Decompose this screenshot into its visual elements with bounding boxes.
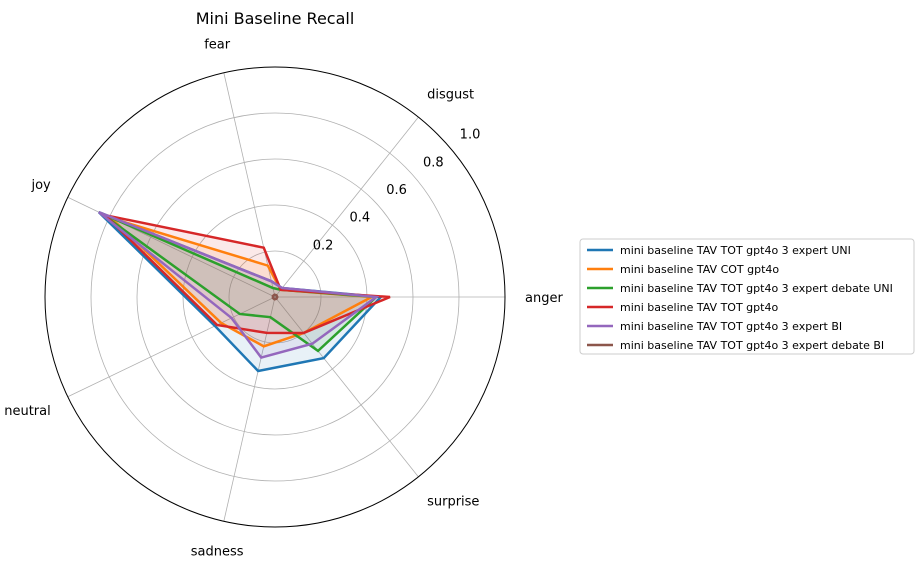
legend: mini baseline TAV TOT gpt4o 3 expert UNI… [579, 238, 915, 355]
series-fill [100, 213, 377, 351]
angular-gridline [223, 72, 276, 298]
radial-tick-labels: 0.2 0.4 0.6 0.8 1.0 [313, 128, 481, 254]
radial-tick-label: 0.8 [423, 155, 444, 170]
category-label-anger: anger [525, 291, 563, 306]
radial-tick-label: 1.0 [460, 128, 481, 143]
series-fills [98, 212, 390, 371]
polar-frame [44, 66, 506, 528]
category-labels: anger disgust fear joy neutral sadness surpris… [4, 38, 563, 560]
category-label-neutral: neutral [4, 404, 51, 419]
polar-grid [67, 72, 505, 522]
series-line [101, 213, 391, 335]
legend-label: mini baseline TAV TOT gpt4o 3 expert deb… [620, 282, 893, 295]
angular-gridline [223, 296, 276, 522]
category-label-disgust: disgust [427, 88, 474, 103]
category-label-joy: joy [30, 178, 51, 193]
legend-label: mini baseline TAV TOT gpt4o 3 expert UNI [620, 244, 851, 257]
legend-label: mini baseline TAV TOT gpt4o 3 expert BI [620, 320, 842, 333]
series-lines [97, 211, 391, 373]
series-line [98, 211, 380, 359]
legend-label: mini baseline TAV TOT gpt4o [620, 301, 778, 314]
radial-tick-label: 0.6 [386, 183, 407, 198]
angular-gridline [274, 116, 419, 298]
series-fill [111, 218, 372, 347]
legend-label: mini baseline TAV COT gpt4o [620, 263, 779, 276]
series-line [271, 293, 279, 301]
category-label-surprise: surprise [427, 494, 479, 509]
radial-tick-label: 0.2 [313, 238, 334, 253]
angular-gridline [274, 296, 419, 478]
category-label-fear: fear [204, 38, 231, 53]
series-fill [98, 212, 377, 358]
radial-tick-label: 0.4 [349, 211, 370, 226]
category-label-sadness: sadness [191, 544, 244, 559]
chart-title: Mini Baseline Recall [196, 9, 355, 28]
legend-label: mini baseline TAV TOT gpt4o 3 expert deb… [620, 339, 884, 352]
legend-frame [579, 238, 915, 355]
